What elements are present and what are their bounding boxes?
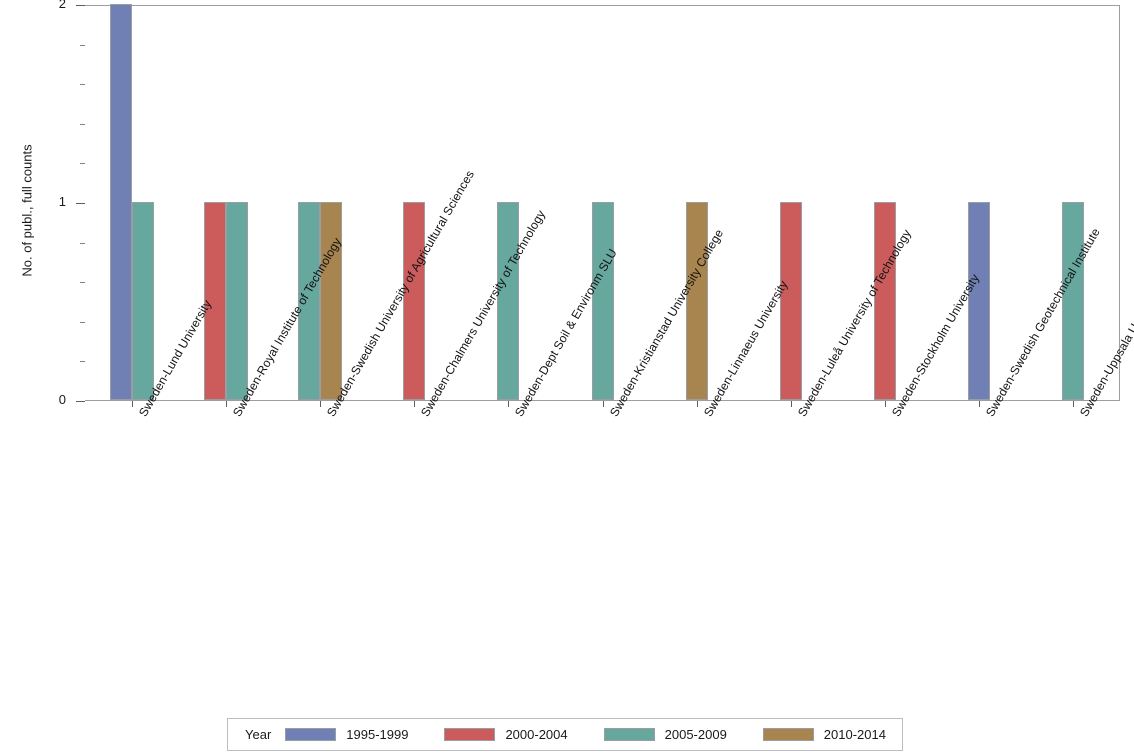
y-tick-minor [80, 163, 85, 165]
legend-entry[interactable]: 2005-2009 [603, 727, 763, 742]
legend-label: 2000-2004 [505, 727, 568, 742]
x-tick [508, 401, 510, 407]
bar [110, 4, 133, 400]
y-axis-title: No. of publ., full counts [19, 144, 35, 277]
y-tick-minor [80, 361, 85, 363]
bar [204, 202, 227, 400]
chart-legend: Year 1995-1999 2000-2004 2005-2009 2010-201… [227, 718, 903, 751]
plot-area [85, 4, 1120, 401]
legend-title: Year [245, 727, 272, 742]
y-tick-label: 0 [58, 392, 66, 407]
bar [403, 202, 426, 400]
y-tick-minor [80, 84, 85, 86]
y-tick-major [76, 203, 85, 204]
bar [298, 202, 321, 400]
x-tick [1072, 401, 1074, 407]
bar [226, 202, 249, 400]
legend-swatch [603, 728, 655, 741]
x-tick [320, 401, 322, 407]
bar [497, 202, 520, 400]
bar [873, 202, 896, 400]
bar [132, 202, 155, 400]
y-tick-minor [80, 282, 85, 284]
legend-swatch [444, 728, 496, 741]
x-tick [602, 401, 604, 407]
bar [320, 202, 343, 400]
y-tick-minor [80, 321, 85, 323]
bar [685, 202, 708, 400]
y-tick-major [76, 401, 85, 402]
y-tick-minor [80, 44, 85, 46]
bar [591, 202, 614, 400]
x-tick [696, 401, 698, 407]
bar [779, 202, 802, 400]
x-tick [132, 401, 134, 407]
legend-swatch [285, 728, 337, 741]
x-tick [978, 401, 980, 407]
legend-entry[interactable]: 2010-2014 [762, 727, 922, 742]
y-tick-minor [80, 242, 85, 244]
legend-label: 2010-2014 [823, 727, 886, 742]
legend-entry[interactable]: 2000-2004 [444, 727, 603, 742]
y-tick-major [76, 5, 85, 6]
x-tick [790, 401, 792, 407]
bar [967, 202, 990, 400]
legend-entry[interactable]: 1995-1999 [285, 727, 444, 742]
legend-label: 2005-2009 [664, 727, 727, 742]
legend-label: 1995-1999 [346, 727, 409, 742]
y-tick-label: 2 [58, 0, 66, 11]
x-tick [884, 401, 886, 407]
x-tick [226, 401, 228, 407]
y-tick-label: 1 [58, 194, 66, 209]
y-tick-minor [80, 123, 85, 125]
x-tick [414, 401, 416, 407]
legend-entries: 1995-1999 2000-2004 2005-2009 2010-2014 [285, 727, 922, 742]
bar [1061, 202, 1084, 400]
legend-swatch [762, 728, 814, 741]
